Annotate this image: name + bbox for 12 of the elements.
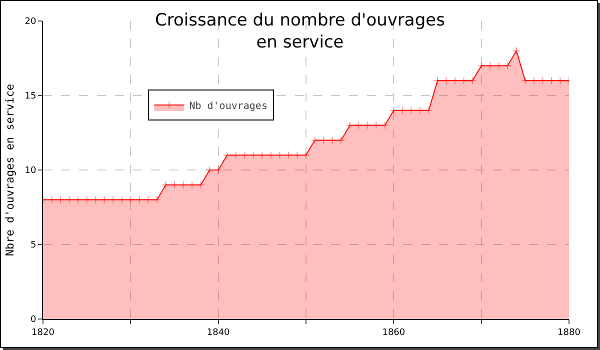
legend-label: Nb d'ouvrages (189, 100, 268, 112)
x-tick-label: 1820 (32, 328, 55, 338)
y-axis-title: Nbre d'ouvrages en service (3, 84, 16, 256)
y-tick-label: 15 (24, 92, 36, 102)
y-tick-label: 0 (30, 315, 36, 326)
y-tick-label: 20 (24, 17, 36, 28)
x-tick-label: 1840 (206, 328, 230, 338)
y-tick-label: 10 (24, 166, 36, 176)
chart-title: Croissance du nombre d'ouvrages en service (155, 10, 446, 52)
x-tick-label: 1860 (382, 328, 406, 338)
y-tick-label: 5 (30, 240, 36, 251)
x-tick-label: 1880 (558, 328, 581, 338)
